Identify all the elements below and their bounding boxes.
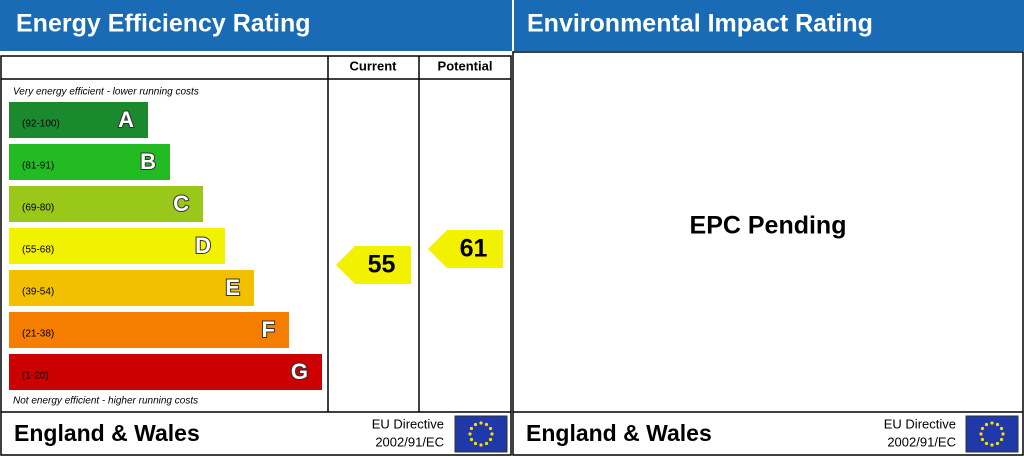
flag-star <box>1001 432 1005 436</box>
band <box>9 228 225 264</box>
eu-flag <box>965 415 1019 453</box>
panel-title: Energy Efficiency Rating <box>16 10 311 38</box>
flag-star <box>469 437 474 442</box>
flag-star <box>979 432 983 436</box>
band-letter: B <box>140 149 156 174</box>
flag-star <box>995 441 1000 446</box>
flag-star <box>999 426 1004 431</box>
region: England & Wales <box>14 420 200 446</box>
flag-star <box>984 422 989 427</box>
flag-star <box>473 422 478 427</box>
band-letter: F <box>262 317 275 342</box>
panel-frame <box>512 51 1024 456</box>
band-range: (21-38) <box>22 329 54 340</box>
flag-star <box>999 437 1004 442</box>
directive-code: 2002/91/EC <box>375 434 444 449</box>
band <box>9 186 203 222</box>
band <box>9 270 254 306</box>
flag-star <box>484 441 489 446</box>
band-range: (81-91) <box>22 161 54 172</box>
flag-star <box>488 437 493 442</box>
panel-title: Environmental Impact Rating <box>527 10 873 38</box>
flag-star <box>473 441 478 446</box>
directive-code: 2002/91/EC <box>887 434 956 449</box>
column-header: Potential <box>438 58 493 73</box>
band-letter: A <box>118 107 134 132</box>
panel-frame <box>0 55 512 456</box>
flag-star <box>984 441 989 446</box>
flag-star <box>990 443 994 447</box>
directive: EU Directive <box>884 416 956 431</box>
band-range: (55-68) <box>22 245 54 256</box>
flag-star <box>490 432 494 436</box>
rating-value: 55 <box>368 251 396 279</box>
bottom-note: Not energy efficient - higher running co… <box>13 396 198 407</box>
band <box>9 354 322 390</box>
band <box>9 102 148 138</box>
band-range: (39-54) <box>22 287 54 298</box>
status: EPC Pending <box>690 212 847 240</box>
band-letter: E <box>225 275 240 300</box>
band-letter: D <box>195 233 211 258</box>
band-range: (92-100) <box>22 119 60 130</box>
eu-flag <box>454 415 508 453</box>
flag-star <box>995 422 1000 427</box>
flag-star <box>479 443 483 447</box>
flag-star <box>980 426 985 431</box>
band-letter: G <box>291 359 308 384</box>
rating-value: 61 <box>460 235 488 263</box>
band <box>9 144 170 180</box>
header-bar <box>514 0 1024 51</box>
directive: EU Directive <box>372 416 444 431</box>
flag-star <box>484 422 489 427</box>
header-bar <box>0 0 512 51</box>
flag-star <box>469 426 474 431</box>
flag-star <box>468 432 472 436</box>
band <box>9 312 289 348</box>
band-range: (1-20) <box>22 371 49 382</box>
rating-arrow <box>428 229 503 268</box>
band-letter: C <box>173 191 189 216</box>
flag-star <box>488 426 493 431</box>
flag-star <box>479 421 483 425</box>
flag-star <box>980 437 985 442</box>
flag-star <box>990 421 994 425</box>
rating-arrow <box>336 246 411 284</box>
region: England & Wales <box>526 420 712 446</box>
top-note: Very energy efficient - lower running co… <box>13 87 199 98</box>
band-range: (69-80) <box>22 203 54 214</box>
column-header: Current <box>350 58 398 73</box>
